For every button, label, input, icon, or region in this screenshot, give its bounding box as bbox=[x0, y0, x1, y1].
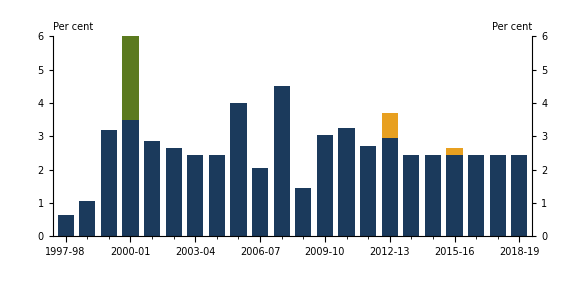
Bar bbox=[122, 120, 139, 236]
Bar bbox=[317, 135, 333, 236]
Text: Per cent: Per cent bbox=[53, 22, 93, 32]
Bar bbox=[274, 86, 290, 236]
Bar bbox=[209, 155, 225, 236]
Bar bbox=[446, 155, 463, 236]
Bar bbox=[230, 103, 247, 236]
Bar bbox=[295, 188, 311, 236]
Text: Per cent: Per cent bbox=[492, 22, 532, 32]
Bar bbox=[381, 138, 398, 236]
Bar bbox=[446, 148, 463, 155]
Bar bbox=[468, 155, 484, 236]
Bar bbox=[360, 146, 376, 236]
Bar bbox=[101, 130, 117, 236]
Bar bbox=[144, 141, 160, 236]
Bar bbox=[166, 148, 182, 236]
Bar bbox=[187, 155, 204, 236]
Bar bbox=[425, 155, 441, 236]
Bar bbox=[79, 201, 95, 236]
Bar bbox=[338, 128, 355, 236]
Bar bbox=[57, 215, 74, 236]
Bar bbox=[511, 155, 528, 236]
Bar bbox=[490, 155, 506, 236]
Bar bbox=[403, 155, 419, 236]
Bar bbox=[252, 168, 268, 236]
Legend: Without carbon pricing, Effect of carbon pricing, Effect of GST and the New Tax : Without carbon pricing, Effect of carbon… bbox=[73, 301, 512, 303]
Bar bbox=[381, 113, 398, 138]
Bar bbox=[122, 36, 139, 120]
